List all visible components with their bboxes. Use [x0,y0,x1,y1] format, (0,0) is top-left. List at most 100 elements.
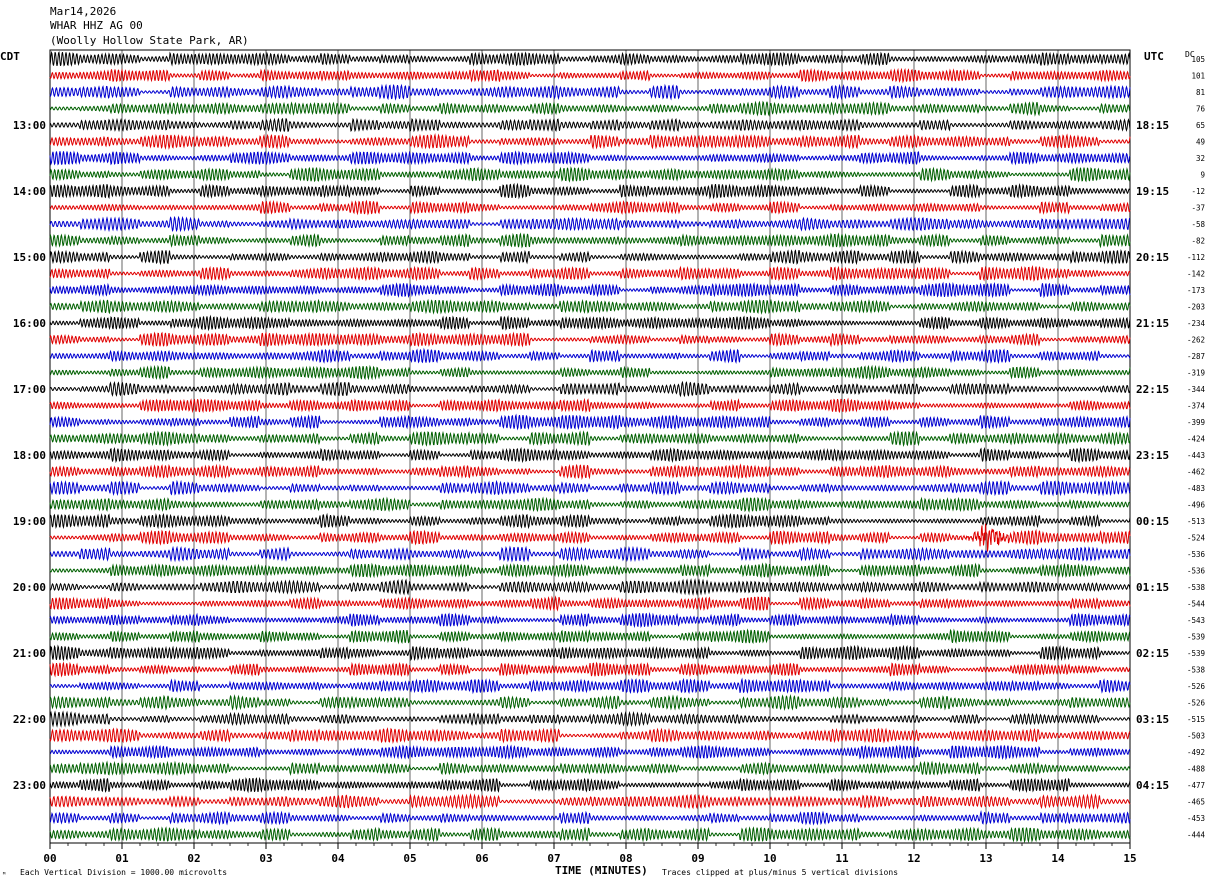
right-hour-label: 20:15 [1136,251,1169,264]
dc-offset-value: -526 [1187,682,1206,691]
scale-note: Each Vertical Division = 1000.00 microvo… [20,868,228,877]
dc-offset-value: -539 [1187,649,1205,658]
dc-offset-value: -488 [1187,765,1206,774]
dc-offset-value: -462 [1187,468,1205,477]
x-tick-label: 15 [1123,852,1136,865]
dc-offset-value: -58 [1191,220,1205,229]
left-hour-label: 19:00 [13,515,46,528]
trace-row [49,496,1131,513]
trace-row [49,215,1131,233]
dc-offset-value: -526 [1187,699,1206,708]
dc-offset-value: -374 [1187,402,1206,411]
right-hour-label: 03:15 [1136,713,1169,726]
trace-row [49,463,1131,480]
dc-offset-value: -539 [1187,633,1205,642]
x-tick-label: 13 [979,852,992,865]
dc-offset-value: 76 [1196,105,1206,114]
dc-offset-value: 101 [1191,72,1205,81]
station-code: WHAR HHZ AG 00 [50,19,143,32]
x-tick-label: 11 [835,852,849,865]
trace-row [49,182,1131,200]
trace-row [49,100,1131,117]
right-hour-label: 19:15 [1136,185,1169,198]
right-hour-label: 01:15 [1136,581,1169,594]
trace-row [49,150,1131,166]
x-tick-label: 03 [259,852,272,865]
x-axis-title: TIME (MINUTES) [555,864,648,877]
trace-row [49,512,1131,530]
trace-row [49,628,1130,645]
left-hour-label: 20:00 [13,581,46,594]
dc-offset-value: -424 [1187,435,1206,444]
trace-row [49,446,1131,464]
trace-row [49,199,1131,216]
dc-offset-value: -344 [1187,385,1206,394]
trace-row [49,380,1131,398]
trace-row [49,347,1131,365]
dc-offset-value: 65 [1196,121,1205,130]
trace-row [49,727,1131,745]
x-tick-label: 08 [619,852,632,865]
trace-row [49,545,1131,563]
x-tick-label: 12 [907,852,920,865]
x-tick-label: 01 [115,852,129,865]
trace-row [49,232,1131,249]
trace-row [49,694,1131,712]
trace-row [49,166,1131,183]
dc-offset-value: -513 [1187,517,1205,526]
left-hour-label: 22:00 [13,713,46,726]
dc-offset-value: -515 [1187,715,1205,724]
dc-offset-value: -173 [1187,286,1205,295]
trace-row [49,83,1131,101]
x-tick-label: 05 [403,852,416,865]
right-timezone-label: UTC [1144,50,1164,63]
trace-row [49,793,1131,810]
left-hour-label: 15:00 [13,251,46,264]
trace-row [49,776,1131,794]
trace-row [49,562,1131,579]
x-tick-label: 06 [475,852,489,865]
dc-offset-value: -453 [1187,814,1205,823]
dc-offset-value: 32 [1196,154,1205,163]
x-tick-label: 10 [763,852,776,865]
left-hour-label: 13:00 [13,119,46,132]
dc-offset-value: 49 [1196,138,1205,147]
dc-offset-value: -234 [1187,319,1206,328]
trace-row [49,578,1131,596]
left-timezone-label: CDT [0,50,20,63]
dc-offset-value: 9 [1200,171,1205,180]
trace-row [49,677,1131,695]
trace-row [49,523,1131,552]
dc-offset-value: -536 [1187,567,1206,576]
dc-offset-value: -477 [1187,781,1205,790]
trace-row [49,710,1131,728]
right-hour-label: 02:15 [1136,647,1169,660]
trace-row [49,430,1131,447]
dc-offset-value: -12 [1191,187,1205,196]
right-hour-label: 23:15 [1136,449,1169,462]
dc-offset-value: -399 [1187,418,1205,427]
x-tick-label: 04 [331,852,345,865]
plot-date: Mar14,2026 [50,5,117,18]
trace-row [49,644,1131,662]
x-tick-label: 09 [691,852,704,865]
trace-row [49,117,1131,133]
dc-offset-value: -536 [1187,550,1206,559]
corner-mark: ᴹ [2,871,7,879]
x-tick-label: 02 [187,852,200,865]
dc-offset-value: -503 [1187,732,1205,741]
trace-row [49,298,1131,315]
trace-row [49,810,1131,826]
trace-row [49,413,1131,431]
clip-note: Traces clipped at plus/minus 5 vertical … [662,868,899,877]
trace-row [49,826,1131,844]
trace-row [49,248,1131,266]
dc-offset-value: -443 [1187,451,1205,460]
right-hour-label: 04:15 [1136,779,1169,792]
right-hour-label: 21:15 [1136,317,1169,330]
dc-offset-value: -262 [1187,336,1205,345]
trace-row [49,67,1131,84]
x-tick-label: 14 [1051,852,1065,865]
right-hour-label: 18:15 [1136,119,1169,132]
